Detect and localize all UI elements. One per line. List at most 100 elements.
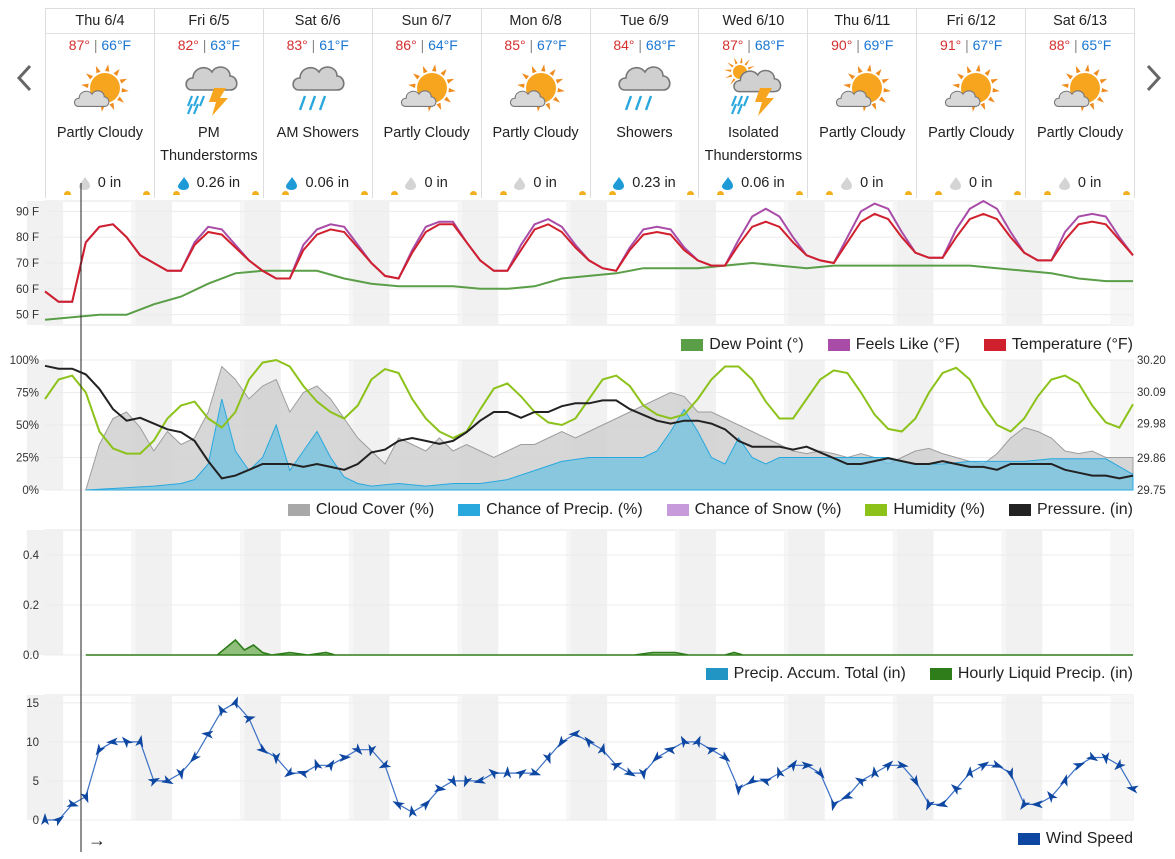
day-column[interactable]: Fri 6/5 82° | 63°F PM Thunderstorms 0.26… bbox=[154, 8, 264, 198]
legend-label: Cloud Cover (%) bbox=[315, 501, 435, 518]
raindrop-icon bbox=[950, 176, 961, 190]
sunrise-marker bbox=[172, 191, 180, 195]
legend-label: Dew Point (°) bbox=[709, 336, 804, 353]
daily-forecast-strip: Thu 6/4 87° | 66°F Partly Cloudy 0 in Fr… bbox=[45, 8, 1136, 198]
precip-chance-area bbox=[85, 398, 1134, 491]
wind-direction-arrow bbox=[409, 805, 417, 818]
night-band bbox=[135, 695, 172, 820]
legend-item[interactable]: Precip. Accum. Total (in) bbox=[705, 665, 906, 683]
sunset-marker bbox=[1123, 191, 1131, 195]
wind-direction-arrow bbox=[243, 715, 256, 724]
series-line-dew-point- bbox=[44, 261, 1133, 321]
wind-direction-arrow bbox=[1126, 785, 1139, 794]
wind-direction-arrow bbox=[896, 760, 909, 769]
day-column[interactable]: Sun 6/7 86° | 64°F Partly Cloudy 0 in bbox=[372, 8, 482, 198]
wind-direction-arrow bbox=[840, 790, 854, 800]
wind-direction-arrow bbox=[1020, 797, 1031, 811]
day-column[interactable]: Sat 6/13 88° | 65°F Partly Cloudy 0 in bbox=[1026, 8, 1136, 198]
day-column[interactable]: Tue 6/9 84° | 68°F Showers 0.23 in bbox=[590, 8, 700, 198]
precip-value: 0 in bbox=[533, 175, 557, 191]
wind-direction-arrow bbox=[419, 799, 431, 811]
precip-amount: 0.23 in bbox=[591, 172, 699, 194]
sunset-marker bbox=[578, 191, 586, 195]
wind-direction-arrow bbox=[528, 767, 542, 776]
wind-direction-arrow bbox=[392, 801, 405, 811]
chevron-right-icon bbox=[1146, 64, 1162, 92]
sunrise-marker bbox=[608, 191, 616, 195]
high-temp: 90° bbox=[831, 37, 853, 53]
wind-direction-arrow bbox=[473, 775, 487, 784]
y-tick-label-right: 29.98 bbox=[1137, 419, 1166, 431]
night-band bbox=[570, 695, 608, 820]
day-column[interactable]: Fri 6/12 91° | 67°F Partly Cloudy 0 in bbox=[917, 8, 1027, 198]
legend-item[interactable]: Humidity (%) bbox=[865, 501, 985, 519]
prev-days-button[interactable] bbox=[10, 58, 40, 98]
day-column[interactable]: Thu 6/11 90° | 69°F Partly Cloudy 0 in bbox=[808, 8, 918, 198]
night-band bbox=[570, 530, 608, 655]
wind-direction-arrow bbox=[463, 774, 473, 788]
wind-direction-arrow bbox=[718, 751, 731, 762]
day-column[interactable]: Wed 6/10 87° | 68°F Isolated Thunderstor… bbox=[699, 8, 809, 198]
day-column[interactable]: Thu 6/4 87° | 66°F Partly Cloudy 0 in bbox=[45, 8, 155, 198]
legend-item[interactable]: Feels Like (°F) bbox=[827, 336, 960, 354]
day-name: Fri 6/12 bbox=[917, 9, 1026, 34]
wind-direction-arrow bbox=[926, 798, 935, 811]
night-band bbox=[244, 530, 281, 655]
legend-label: Chance of Snow (%) bbox=[694, 501, 842, 518]
wind-direction-arrow bbox=[314, 758, 323, 772]
low-temp: 69°F bbox=[863, 37, 894, 53]
y-tick-label-right: 29.86 bbox=[1137, 453, 1166, 465]
legend-item[interactable]: Hourly Liquid Precip. (in) bbox=[929, 665, 1133, 683]
series-line-temperature-f- bbox=[44, 212, 1134, 303]
wind-legend: Wind Speed bbox=[998, 830, 1133, 848]
raindrop-icon bbox=[1058, 176, 1070, 190]
wind-direction-arrow bbox=[284, 766, 297, 778]
day-column[interactable]: Sat 6/6 83° | 61°F AM Showers 0.06 in bbox=[263, 8, 373, 198]
day-temps: 87° | 68°F bbox=[699, 34, 807, 56]
day-name: Mon 6/8 bbox=[481, 9, 590, 34]
legend-label: Wind Speed bbox=[1045, 830, 1133, 847]
pressure-line bbox=[44, 364, 1134, 480]
legend-label: Humidity (%) bbox=[893, 501, 985, 518]
high-temp: 85° bbox=[504, 37, 526, 53]
legend-label: Feels Like (°F) bbox=[855, 336, 960, 353]
wind-direction-arrow bbox=[623, 767, 636, 777]
legend-swatch bbox=[458, 504, 481, 516]
legend-label: Temperature (°F) bbox=[1011, 336, 1133, 353]
condition-text: Partly Cloudy bbox=[56, 125, 144, 141]
high-temp: 86° bbox=[395, 37, 417, 53]
wind-direction-arrow bbox=[638, 767, 647, 781]
legend-item[interactable]: Wind Speed bbox=[1017, 830, 1133, 848]
high-temp: 84° bbox=[613, 37, 635, 53]
night-band bbox=[679, 695, 716, 820]
precip-amount: 0 in bbox=[917, 172, 1025, 194]
wind-direction-arrow bbox=[121, 736, 133, 749]
wind-direction-arrow bbox=[1072, 762, 1086, 771]
legend-item[interactable]: Chance of Precip. (%) bbox=[458, 501, 643, 519]
showers-icon bbox=[264, 56, 372, 122]
wind-direction-arrow bbox=[663, 746, 677, 755]
legend-item[interactable]: Chance of Snow (%) bbox=[666, 501, 842, 519]
time-cursor-arrow[interactable]: → bbox=[88, 830, 106, 850]
sunrise-marker bbox=[64, 191, 71, 195]
next-days-button[interactable] bbox=[1138, 58, 1168, 98]
legend-item[interactable]: Dew Point (°) bbox=[681, 336, 804, 354]
wind-direction-arrow bbox=[909, 774, 919, 788]
temp-separator: | bbox=[202, 37, 207, 53]
wind-direction-arrow bbox=[1030, 800, 1043, 809]
day-column[interactable]: Mon 6/8 85° | 67°F Partly Cloudy 0 in bbox=[481, 8, 591, 198]
precip-value: 0 in bbox=[860, 175, 884, 191]
partly-cloudy-icon bbox=[917, 56, 1025, 122]
wind-direction-arrow bbox=[680, 735, 691, 749]
legend-item[interactable]: Temperature (°F) bbox=[983, 336, 1133, 354]
legend-item[interactable]: Pressure. (in) bbox=[1008, 501, 1133, 519]
day-temps: 86° | 64°F bbox=[373, 34, 481, 56]
y-tick-label: 50 F bbox=[16, 310, 39, 322]
legend-swatch bbox=[666, 504, 689, 516]
sunset-marker bbox=[360, 191, 368, 195]
legend-item[interactable]: Cloud Cover (%) bbox=[287, 501, 435, 519]
condition-text: Partly Cloudy bbox=[1036, 125, 1124, 141]
day-temps: 85° | 67°F bbox=[482, 34, 590, 56]
evening-band bbox=[1110, 695, 1133, 820]
condition-text: Isolated Thunderstorms bbox=[704, 125, 803, 164]
